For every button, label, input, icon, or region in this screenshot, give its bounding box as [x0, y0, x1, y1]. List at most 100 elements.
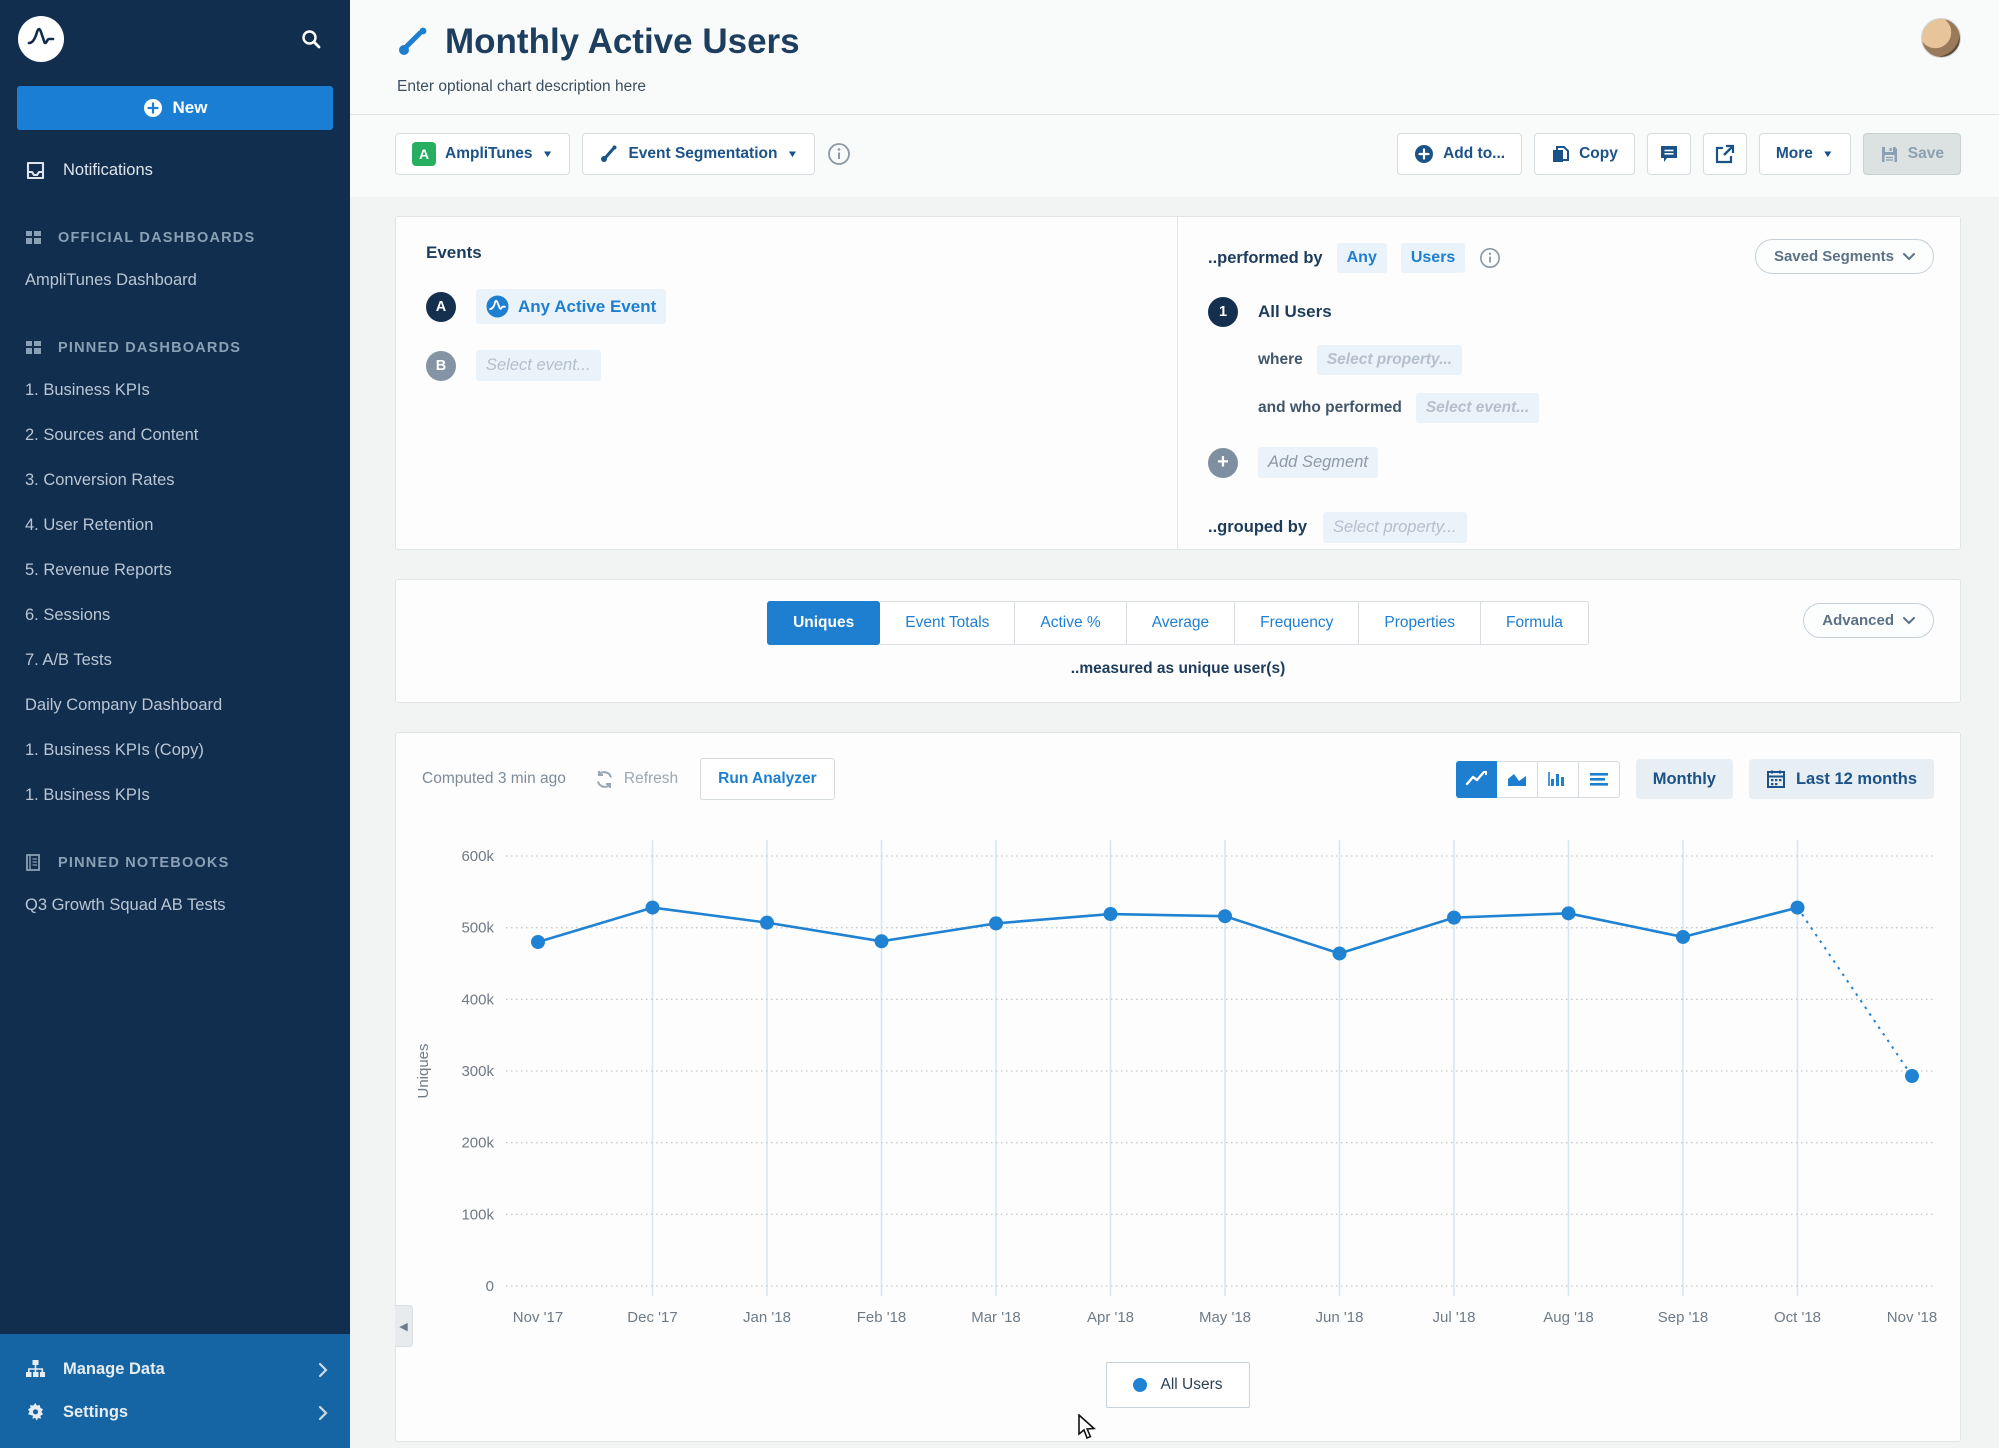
event-b-selector[interactable]: Select event... [476, 350, 601, 381]
sidebar-item-user-retention[interactable]: 4. User Retention [25, 516, 154, 534]
page-title[interactable]: Monthly Active Users [445, 22, 800, 61]
sidebar-item-business-kpis-2[interactable]: 1. Business KPIs [25, 786, 150, 804]
tab-uniques[interactable]: Uniques [767, 601, 881, 645]
who-performed-event-selector[interactable]: Select event... [1415, 393, 1540, 423]
add-segment-plus-icon[interactable]: + [1208, 447, 1238, 478]
info-icon[interactable] [1479, 247, 1501, 269]
performed-by-users-selector[interactable]: Users [1400, 243, 1466, 273]
plus-circle-icon [143, 99, 162, 117]
add-to-label: Add to... [1443, 145, 1506, 162]
grouped-by-label: ..grouped by [1208, 518, 1307, 536]
svg-text:Mar '18: Mar '18 [971, 1309, 1021, 1326]
sidebar-item-sessions[interactable]: 6. Sessions [25, 606, 111, 624]
grouped-by-row: ..grouped by Select property... [1208, 512, 1930, 543]
comment-button[interactable] [1646, 133, 1691, 175]
saved-segments-dropdown[interactable]: Saved Segments [1754, 239, 1934, 274]
chart-description-placeholder[interactable]: Enter optional chart description here [397, 78, 647, 95]
sidebar-item-revenue-reports[interactable]: 5. Revenue Reports [25, 561, 172, 579]
interval-button[interactable]: Monthly [1635, 759, 1733, 799]
sidebar-item-manage-data[interactable]: Manage Data [0, 1348, 350, 1391]
sidebar-item-business-kpis[interactable]: 1. Business KPIs [25, 381, 150, 399]
measured-as-text: ..measured as unique user(s) [1070, 660, 1286, 677]
definition-card: Events A Any Active Event B Select event… [395, 216, 1961, 550]
comment-icon [1660, 146, 1677, 162]
bar-chart-icon [1547, 772, 1564, 786]
add-segment-button[interactable]: Add Segment [1258, 447, 1378, 478]
sitemap-icon [26, 1360, 45, 1377]
event-row-b: B Select event... [426, 350, 1147, 381]
save-label: Save [1907, 145, 1944, 162]
chart-type-dropdown[interactable]: Event Segmentation ▼ [582, 133, 816, 175]
svg-text:Jan '18: Jan '18 [743, 1309, 791, 1326]
more-button[interactable]: More ▼ [1758, 133, 1851, 175]
save-icon [1881, 146, 1897, 162]
user-avatar[interactable] [1921, 18, 1961, 58]
where-property-selector[interactable]: Select property... [1316, 345, 1463, 375]
svg-text:Nov '17: Nov '17 [513, 1309, 563, 1326]
line-chart[interactable]: 0 100k 200k 300k 400k 500k 600k Nov '17 Dec '17 J… [410, 828, 1950, 1333]
new-button[interactable]: New [17, 86, 333, 130]
area-chart-toggle[interactable] [1496, 760, 1538, 798]
sidebar-item-daily-company-dashboard[interactable]: Daily Company Dashboard [25, 696, 223, 714]
info-icon[interactable] [827, 142, 851, 166]
svg-text:100k: 100k [461, 1206, 494, 1223]
tab-active-pct[interactable]: Active % [1015, 601, 1127, 645]
run-analyzer-button[interactable]: Run Analyzer [700, 758, 835, 800]
table-view-toggle[interactable] [1578, 760, 1620, 798]
dashboard-grid-icon [26, 231, 41, 244]
advanced-dropdown[interactable]: Advanced [1803, 603, 1934, 638]
svg-text:Nov '18: Nov '18 [1887, 1309, 1937, 1326]
segment-name[interactable]: All Users [1258, 302, 1332, 321]
sidebar-item-amplitunes-dashboard[interactable]: AmpliTunes Dashboard [25, 271, 197, 289]
measure-card: Uniques Event Totals Active % Average Fr… [395, 579, 1961, 703]
who-performed-label: and who performed [1258, 399, 1402, 416]
measure-tabs: Uniques Event Totals Active % Average Fr… [396, 580, 1960, 645]
sidebar-item-sources-content[interactable]: 2. Sources and Content [25, 426, 199, 444]
performed-by-any-selector[interactable]: Any [1336, 243, 1387, 273]
svg-text:0: 0 [486, 1278, 494, 1295]
sidebar-item-business-kpis-copy[interactable]: 1. Business KPIs (Copy) [25, 741, 204, 759]
tab-event-totals[interactable]: Event Totals [880, 601, 1016, 645]
grouped-by-property-selector[interactable]: Select property... [1323, 512, 1467, 543]
event-a-selector[interactable]: Any Active Event [476, 289, 667, 324]
search-icon[interactable] [300, 28, 322, 50]
computed-timestamp: Computed 3 min ago [422, 770, 566, 787]
content: Events A Any Active Event B Select event… [350, 197, 1999, 1442]
svg-text:Sep '18: Sep '18 [1658, 1309, 1708, 1326]
chart-controls: Computed 3 min ago Refresh Run Analyzer [396, 733, 1960, 800]
sidebar-item-ab-tests[interactable]: 7. A/B Tests [25, 651, 112, 669]
copy-button[interactable]: Copy [1534, 133, 1635, 175]
sidebar-item-notifications[interactable]: Notifications [25, 160, 350, 181]
section-title: PINNED DASHBOARDS [58, 339, 242, 356]
svg-text:Feb '18: Feb '18 [857, 1309, 907, 1326]
bar-chart-toggle[interactable] [1537, 760, 1579, 798]
svg-text:Jun '18: Jun '18 [1316, 1309, 1364, 1326]
amplitude-logo[interactable] [18, 16, 64, 62]
save-button[interactable]: Save [1862, 133, 1961, 175]
project-dropdown[interactable]: A AmpliTunes ▼ [395, 133, 571, 175]
tab-properties[interactable]: Properties [1359, 601, 1482, 645]
sidebar-item-conversion-rates[interactable]: 3. Conversion Rates [25, 471, 175, 489]
rows-icon [1589, 773, 1608, 786]
events-panel: Events A Any Active Event B Select event… [396, 217, 1178, 549]
chevron-down-icon: ▼ [786, 148, 799, 160]
tab-average[interactable]: Average [1126, 601, 1236, 645]
segment-number-badge: 1 [1208, 297, 1238, 327]
mouse-cursor [1078, 1414, 1096, 1440]
date-range-button[interactable]: Last 12 months [1748, 759, 1934, 799]
collapse-panel-button[interactable]: ◀ [395, 1305, 413, 1347]
amplitude-icon [486, 295, 509, 318]
refresh-button[interactable]: Refresh [594, 769, 678, 790]
sidebar-item-settings[interactable]: Settings [0, 1391, 350, 1434]
tab-formula[interactable]: Formula [1481, 601, 1589, 645]
svg-text:Jul '18: Jul '18 [1433, 1309, 1476, 1326]
event-a-label: Any Active Event [518, 296, 657, 316]
line-chart-toggle[interactable] [1455, 760, 1497, 798]
share-button[interactable] [1702, 133, 1747, 175]
tab-frequency[interactable]: Frequency [1235, 601, 1360, 645]
sidebar-item-q3-growth-squad[interactable]: Q3 Growth Squad AB Tests [25, 896, 226, 914]
add-to-button[interactable]: Add to... [1397, 133, 1523, 175]
copy-label: Copy [1579, 145, 1618, 162]
legend-item-all-users[interactable]: All Users [1106, 1362, 1250, 1408]
settings-label: Settings [63, 1403, 129, 1421]
